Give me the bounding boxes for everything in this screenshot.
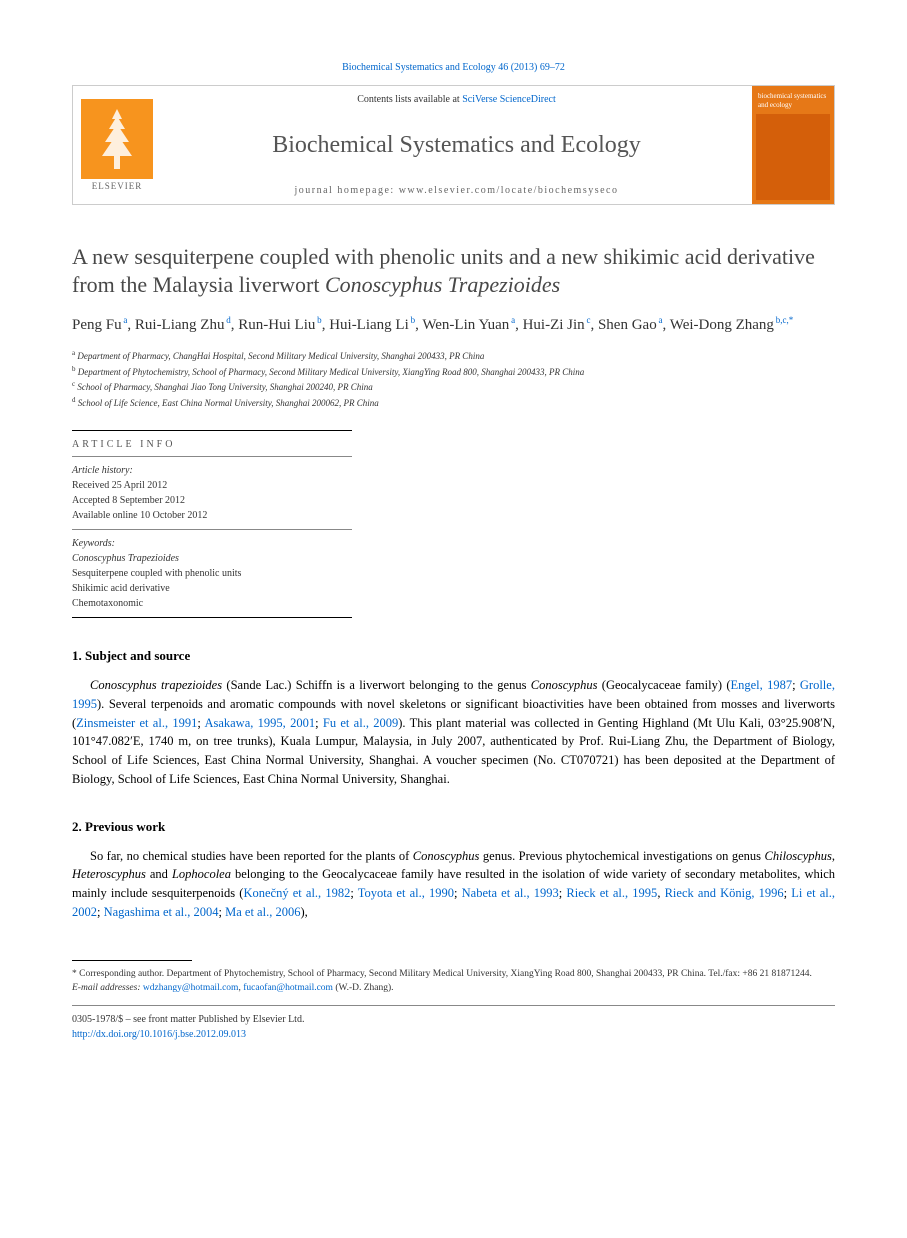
journal-cover-thumbnail[interactable]: biochemical systematics and ecology	[752, 86, 834, 204]
author: Rui-Liang Zhu d	[135, 317, 231, 333]
divider	[72, 430, 352, 431]
author: Run-Hui Liu b	[238, 317, 321, 333]
affiliation: b Department of Phytochemistry, School o…	[72, 364, 835, 380]
footnotes: * Corresponding author. Department of Ph…	[72, 967, 835, 996]
author: Wen-Lin Yuan a	[422, 317, 515, 333]
author: Hui-Zi Jin c	[523, 317, 591, 333]
email-link[interactable]: wdzhangy@hotmail.com	[143, 983, 239, 993]
article-title: A new sesquiterpene coupled with phenoli…	[72, 243, 835, 298]
body-paragraph: So far, no chemical studies have been re…	[72, 847, 835, 922]
cover-title: biochemical systematics and ecology	[756, 90, 830, 112]
elsevier-tree-icon	[81, 99, 153, 179]
affiliation: c School of Pharmacy, Shanghai Jiao Tong…	[72, 379, 835, 395]
author-list: Peng Fu a, Rui-Liang Zhu d, Run-Hui Liu …	[72, 314, 835, 336]
section-heading-1: 1. Subject and source	[72, 648, 835, 664]
email-link[interactable]: fucaofan@hotmail.com	[243, 983, 333, 993]
email-addresses: E-mail addresses: wdzhangy@hotmail.com, …	[72, 981, 835, 995]
cover-image	[756, 114, 830, 200]
affiliation: d School of Life Science, East China Nor…	[72, 395, 835, 411]
keyword: Sesquiterpene coupled with phenolic unit…	[72, 566, 352, 581]
journal-header: ELSEVIER Contents lists available at Sci…	[72, 85, 835, 205]
journal-homepage: journal homepage: www.elsevier.com/locat…	[161, 185, 752, 196]
affiliations: a Department of Pharmacy, ChangHai Hospi…	[72, 348, 835, 410]
author: Shen Gao a	[598, 317, 663, 333]
elsevier-logo[interactable]: ELSEVIER	[73, 86, 161, 204]
contents-available: Contents lists available at SciVerse Sci…	[161, 94, 752, 105]
author: Peng Fu a	[72, 317, 127, 333]
homepage-url[interactable]: www.elsevier.com/locate/biochemsyseco	[399, 185, 619, 196]
article-history: Article history: Received 25 April 2012 …	[72, 463, 352, 523]
doi-link[interactable]: http://dx.doi.org/10.1016/j.bse.2012.09.…	[72, 1029, 246, 1040]
journal-reference: Biochemical Systematics and Ecology 46 (…	[72, 62, 835, 73]
keyword: Conoscyphus Trapezioides	[72, 551, 352, 566]
divider	[72, 529, 352, 530]
author: Wei-Dong Zhang b,c,*	[670, 317, 793, 333]
section-heading-2: 2. Previous work	[72, 819, 835, 835]
footnote-divider	[72, 960, 192, 961]
keyword: Chemotaxonomic	[72, 596, 352, 611]
author: Hui-Liang Li b	[329, 317, 415, 333]
journal-name: Biochemical Systematics and Ecology	[161, 132, 752, 159]
keywords-block: Keywords: Conoscyphus TrapezioidesSesqui…	[72, 536, 352, 611]
elsevier-label: ELSEVIER	[92, 181, 143, 191]
divider	[72, 456, 352, 457]
scidirect-link[interactable]: SciVerse ScienceDirect	[462, 94, 556, 105]
divider	[72, 617, 352, 618]
body-paragraph: Conoscyphus trapezioides (Sande Lac.) Sc…	[72, 676, 835, 789]
corresponding-author: * Corresponding author. Department of Ph…	[72, 967, 835, 981]
keyword: Shikimic acid derivative	[72, 581, 352, 596]
affiliation: a Department of Pharmacy, ChangHai Hospi…	[72, 348, 835, 364]
article-info-label: ARTICLE INFO	[72, 439, 835, 450]
copyright-block: 0305-1978/$ – see front matter Published…	[72, 1005, 835, 1042]
